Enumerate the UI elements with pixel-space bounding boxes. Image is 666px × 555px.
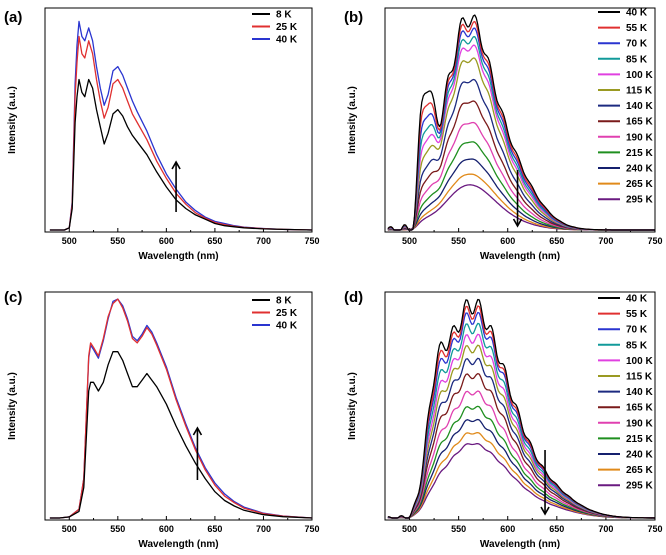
x-tick-label: 650 — [207, 236, 222, 246]
series-line — [49, 35, 313, 231]
legend-label: 85 K — [626, 54, 648, 65]
x-tick-label: 750 — [647, 236, 662, 246]
legend-label: 25 K — [276, 22, 298, 33]
series-line — [387, 298, 655, 519]
legend-label: 240 K — [626, 164, 653, 175]
legend-label: 85 K — [626, 340, 648, 351]
plot-frame — [44, 291, 313, 521]
y-axis-title: Intensity (a.u.) — [7, 86, 18, 154]
x-tick-label: 600 — [159, 236, 174, 246]
arrow-head — [540, 506, 550, 516]
panel-c: 500 550 600 650 700 750 Wavelength (nm) Intensi… — [4, 289, 320, 550]
series-line — [387, 78, 655, 231]
panel-label: (b) — [344, 9, 363, 26]
legend-label: 40 K — [276, 35, 298, 46]
y-axis-title: Intensity (a.u.) — [7, 372, 18, 440]
x-tick-label: 600 — [500, 236, 515, 246]
x-tick-label: 500 — [62, 524, 77, 534]
legend-label: 190 K — [626, 132, 653, 143]
x-tick-label: 750 — [304, 524, 319, 534]
legend-label: 115 K — [626, 372, 653, 383]
legend-label: 40 K — [626, 8, 648, 19]
legend-label: 295 K — [626, 481, 653, 492]
legend-label: 55 K — [626, 23, 648, 34]
panel-a: 500 550 600 650 700 750 Wavelength (nm) Intensi… — [4, 7, 320, 262]
x-tick-label: 750 — [647, 524, 662, 534]
arrow-head — [512, 218, 523, 228]
x-axis-title: Wavelength (nm) — [480, 251, 560, 262]
legend-label: 140 K — [626, 101, 653, 112]
legend-label: 115 K — [626, 86, 653, 97]
plot-frame — [384, 7, 656, 233]
y-axis-title: Intensity (a.u.) — [347, 86, 358, 154]
series-line — [49, 298, 313, 519]
x-tick-label: 650 — [549, 236, 564, 246]
x-tick-label: 500 — [402, 236, 417, 246]
x-tick-label: 700 — [598, 524, 613, 534]
legend-label: 8 K — [276, 296, 292, 307]
x-tick-label: 550 — [451, 236, 466, 246]
legend-label: 100 K — [626, 70, 653, 81]
arrow-head — [192, 426, 203, 436]
x-tick-label: 650 — [549, 524, 564, 534]
x-tick-label: 600 — [500, 524, 515, 534]
panel-label: (c) — [4, 289, 22, 306]
x-tick-label: 550 — [110, 524, 125, 534]
series-line — [387, 36, 655, 231]
series-line — [49, 78, 313, 231]
legend-label: 40 K — [276, 321, 298, 332]
panel-label: (d) — [344, 289, 363, 306]
series-line — [49, 298, 313, 519]
legend-label: 295 K — [626, 195, 653, 206]
x-axis-title: Wavelength (nm) — [138, 539, 218, 550]
legend-label: 55 K — [626, 309, 648, 320]
legend-label: 70 K — [626, 325, 648, 336]
x-tick-label: 500 — [62, 236, 77, 246]
legend-label: 215 K — [626, 148, 653, 159]
series-line — [387, 14, 655, 231]
legend-label: 215 K — [626, 434, 653, 445]
x-axis-title: Wavelength (nm) — [138, 251, 218, 262]
legend-label: 265 K — [626, 465, 653, 476]
panel-label: (a) — [4, 9, 22, 26]
arrow-head — [171, 160, 181, 170]
legend-label: 240 K — [626, 450, 653, 461]
x-tick-label: 550 — [451, 524, 466, 534]
x-tick-label: 550 — [110, 236, 125, 246]
legend-label: 70 K — [626, 39, 648, 50]
legend-label: 265 K — [626, 179, 653, 190]
x-tick-label: 650 — [207, 524, 222, 534]
legend-label: 165 K — [626, 117, 653, 128]
panel-d: 500 550 600 650 700 750 Wavelength (nm) Intensi… — [344, 289, 663, 550]
x-tick-label: 700 — [598, 236, 613, 246]
plot-frame — [384, 291, 656, 521]
legend-label: 190 K — [626, 418, 653, 429]
legend-label: 100 K — [626, 356, 653, 367]
x-tick-label: 600 — [159, 524, 174, 534]
x-tick-label: 750 — [304, 236, 319, 246]
plot-frame — [44, 7, 313, 233]
x-tick-label: 700 — [256, 236, 271, 246]
legend-label: 8 K — [276, 10, 292, 21]
x-tick-label: 500 — [402, 524, 417, 534]
x-tick-label: 700 — [256, 524, 271, 534]
y-axis-title: Intensity (a.u.) — [347, 372, 358, 440]
legend-label: 25 K — [276, 308, 298, 319]
legend-label: 165 K — [626, 403, 653, 414]
series-line — [387, 57, 655, 231]
series-line — [49, 351, 313, 519]
x-axis-title: Wavelength (nm) — [480, 539, 560, 550]
series-line — [49, 20, 313, 231]
legend-label: 40 K — [626, 294, 648, 305]
panel-b: 500 550 600 650 700 750 Wavelength (nm) Intensi… — [344, 7, 663, 262]
legend-label: 140 K — [626, 387, 653, 398]
